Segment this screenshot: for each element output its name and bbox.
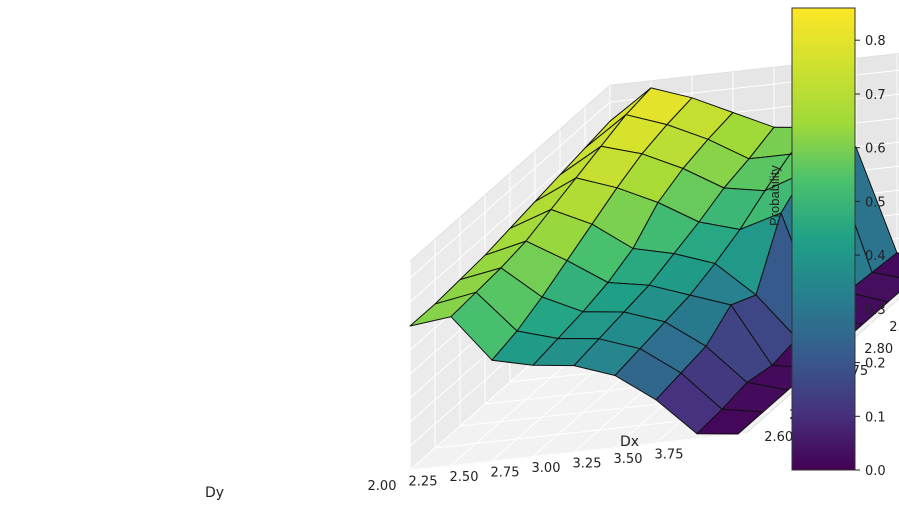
x-tick-labels: 2.00 2.25 2.50 2.75 3.00 3.25 3.50 3.75 [368,448,684,495]
colorbar-tick-label: 0.7 [865,88,886,103]
x-tick-label: 2.75 [491,466,520,481]
y-tick-label: 2.80 [864,342,893,357]
grid-line [409,101,611,279]
grid-line [409,125,611,303]
colorbar-tick-label: 0.5 [865,195,886,210]
y-tick-label: 2.85 [889,320,899,335]
colorbar-tick-label: 0.4 [865,249,886,264]
colorbar-tick-labels: 0.0 0.1 0.2 0.3 0.4 0.5 0.6 0.7 0.8 [855,34,886,479]
surface-patch [696,408,764,435]
colorbar-tick-label: 0.3 [865,303,886,318]
x-tick-label: 3.50 [614,452,643,467]
colorbar-tick-label: 0.1 [865,410,886,425]
x-axis-label: Dy [205,485,224,501]
colorbar-tick-label: 0.2 [865,357,886,372]
x-tick-label: 2.50 [450,470,479,485]
x-tick-label: 3.75 [655,448,684,463]
surface-patch [871,252,899,278]
grid-line [409,432,747,471]
colorbar-tick-label: 0.6 [865,142,886,157]
colorbar-tick-label: 0.0 [865,464,886,479]
x-tick-label: 2.00 [368,479,397,494]
y-axis-label: Dx [620,434,639,450]
colorbar [791,7,856,471]
colorbar-tick-label: 0.8 [865,34,886,49]
x-tick-label: 3.00 [532,461,561,476]
x-tick-label: 3.25 [573,457,602,472]
z-axis-label: Probability [767,165,782,226]
y-tick-label: 2.60 [764,430,793,445]
x-tick-label: 2.25 [409,475,438,490]
